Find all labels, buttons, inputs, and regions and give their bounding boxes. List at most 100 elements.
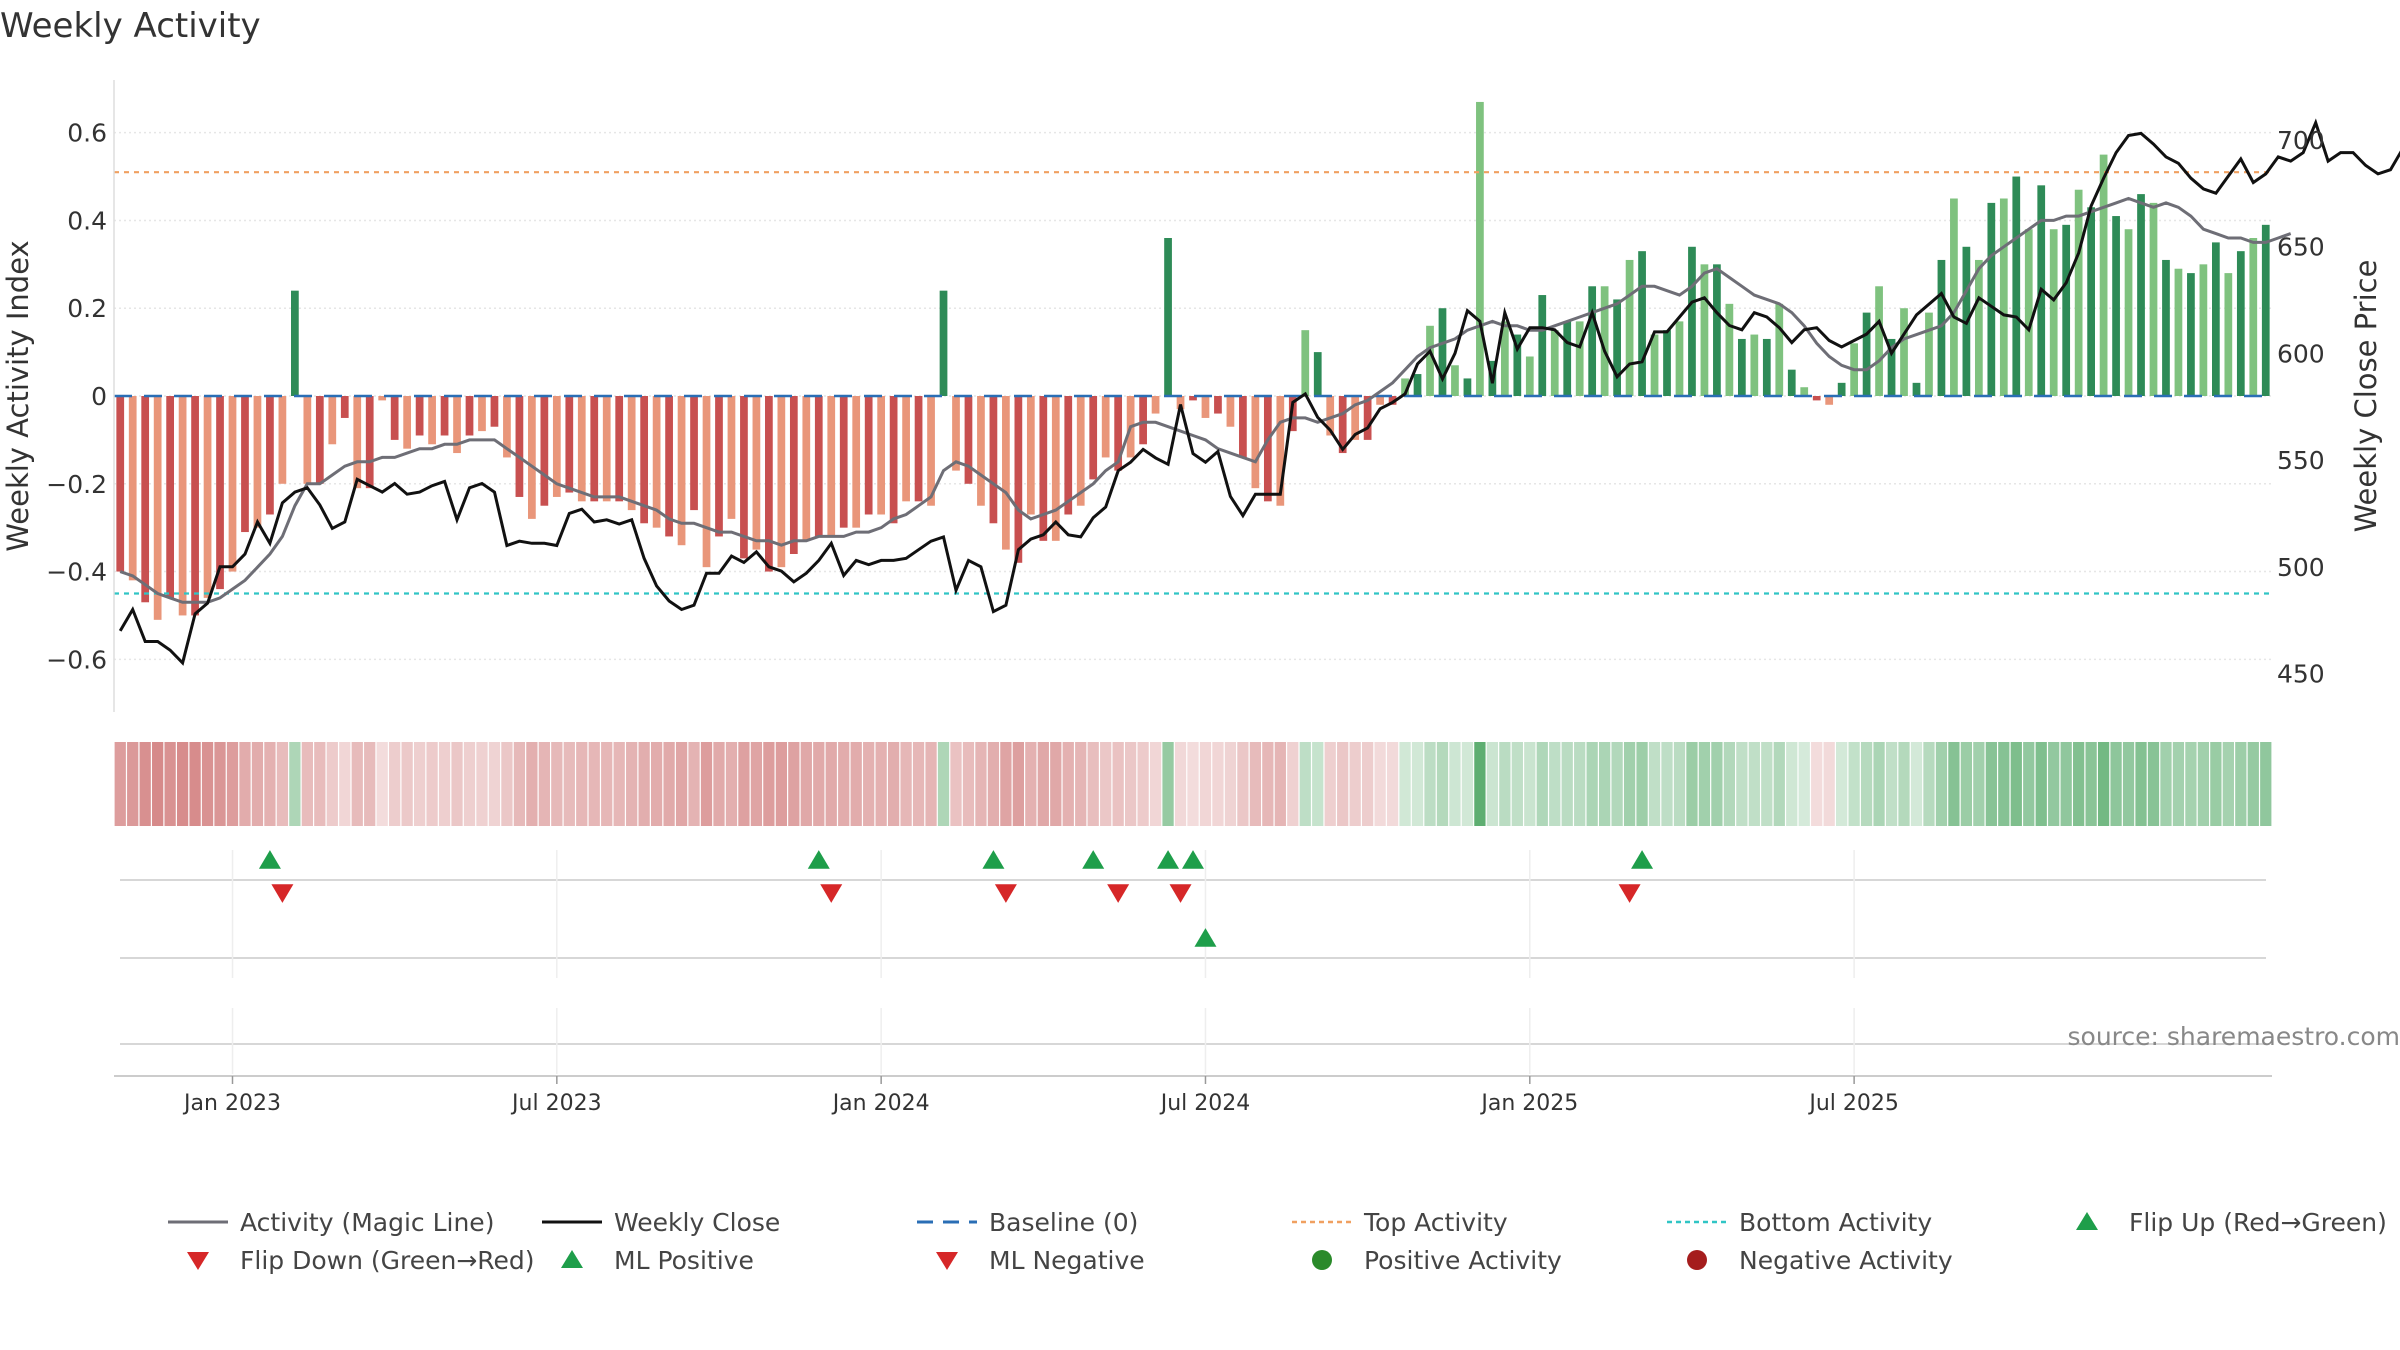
positive-activity-bar	[1600, 286, 1609, 396]
negative-activity-bar	[740, 396, 748, 559]
heat-cell	[1623, 742, 1636, 826]
heat-cell	[1012, 742, 1025, 826]
heat-cell	[850, 742, 862, 826]
legend-item: Positive Activity	[1290, 1242, 1562, 1278]
heat-cell	[887, 742, 900, 826]
heat-cell	[1985, 742, 1997, 826]
positive-activity-bar	[1663, 330, 1671, 396]
negative-activity-bar	[814, 396, 823, 537]
positive-activity-bar	[1451, 365, 1459, 396]
negative-activity-bar	[765, 396, 773, 572]
negative-activity-bar	[1263, 396, 1272, 502]
heat-cell	[152, 742, 164, 826]
negative-activity-bar	[1812, 396, 1821, 401]
heat-cell	[1349, 742, 1361, 826]
legend-label: Top Activity	[1364, 1207, 1508, 1237]
circle-red-icon	[1687, 1250, 1707, 1270]
heat-cell	[2222, 742, 2234, 826]
heat-cell	[1673, 742, 1686, 826]
heat-cell	[389, 742, 401, 826]
positive-activity-bar	[2174, 268, 2183, 396]
heat-cell	[264, 742, 276, 826]
heat-cell	[2085, 742, 2097, 826]
positive-activity-bar	[1463, 378, 1472, 396]
y-tick-label: 0.6	[67, 119, 107, 148]
flip-up-marker	[807, 850, 830, 869]
heat-cell	[2035, 742, 2047, 826]
positive-activity-bar	[1875, 286, 1883, 396]
y2-tick-label: 600	[2277, 339, 2325, 368]
source-annotation: source: sharemaestro.com	[2067, 1022, 2400, 1051]
x-axis: Jan 2023 Jul 2023 Jan 2024 Jul 2024 Jan 2025…	[114, 1075, 2272, 1116]
heat-cell	[1823, 742, 1835, 826]
heat-cell	[688, 742, 700, 826]
heat-cell	[825, 742, 837, 826]
negative-activity-bar	[1276, 396, 1285, 506]
heat-cell	[2235, 742, 2247, 826]
heat-cell	[1237, 742, 1249, 826]
negative-activity-bar	[802, 396, 811, 541]
heat-cell	[1811, 742, 1823, 826]
negative-activity-bar	[415, 396, 424, 436]
positive-activity-bar	[2087, 207, 2095, 396]
heat-cell	[987, 742, 1000, 826]
heat-cell	[276, 742, 289, 826]
circle-green-icon	[1312, 1250, 1332, 1270]
heat-cell	[127, 742, 139, 826]
heat-cell	[1898, 742, 1910, 826]
negative-activity-bar	[515, 396, 524, 497]
negative-activity-bar	[191, 396, 199, 616]
positive-activity-bar	[1538, 295, 1547, 396]
triangle-down-red-icon	[187, 1252, 209, 1270]
legend-label: ML Positive	[614, 1245, 754, 1275]
positive-activity-bar	[1862, 312, 1871, 396]
flip-up-marker	[258, 850, 281, 869]
positive-activity-bar	[2124, 229, 2133, 396]
heat-cell	[164, 742, 176, 826]
heat-cell	[1299, 742, 1311, 826]
positive-activity-bar	[1775, 303, 1784, 396]
x-tick-label: Jul 2024	[1159, 1091, 1251, 1116]
negative-activity-bar	[590, 396, 599, 502]
chart-title: Weekly Activity	[0, 6, 261, 46]
positive-activity-bar	[2137, 194, 2145, 396]
heat-cell	[1262, 742, 1274, 826]
heat-cell	[2122, 742, 2135, 826]
negative-activity-bar	[453, 396, 461, 454]
heat-cell	[638, 742, 650, 826]
positive-activity-bar	[1999, 198, 2008, 396]
negative-activity-bar	[1825, 396, 1834, 405]
negative-activity-bar	[178, 396, 187, 616]
positive-activity-bar	[1837, 382, 1846, 396]
negative-activity-bar	[565, 396, 574, 493]
heat-cell	[214, 742, 226, 826]
heat-cell	[1636, 742, 1648, 826]
heat-cell	[763, 742, 775, 826]
flip-up-marker	[982, 850, 1005, 869]
heat-cell	[463, 742, 476, 826]
heat-cell	[1935, 742, 1948, 826]
positive-activity-bar	[1925, 312, 1933, 396]
negative-activity-bar	[665, 396, 673, 537]
negative-activity-bar	[1189, 396, 1197, 401]
positive-activity-bar	[1413, 374, 1422, 396]
positive-activity-bar	[1476, 101, 1484, 396]
heat-cell	[1386, 742, 1399, 826]
legend-item: Flip Up (Red→Green)	[2055, 1204, 2387, 1240]
heat-cell	[1599, 742, 1611, 826]
positive-activity-bar	[1426, 325, 1434, 396]
y2-tick-label: 550	[2277, 446, 2325, 475]
heat-cell	[2048, 742, 2060, 826]
heat-cell	[326, 742, 338, 826]
heat-cell	[750, 742, 763, 826]
positive-activity-bar	[1513, 334, 1522, 396]
flip-up-marker	[1182, 850, 1204, 869]
heat-cell	[937, 742, 950, 826]
flip-down-marker	[820, 884, 843, 903]
heat-cell	[301, 742, 313, 826]
negative-activity-bar	[652, 396, 661, 528]
negative-activity-bar	[889, 396, 898, 524]
legend-item: ML Positive	[540, 1242, 754, 1278]
negative-activity-bar	[440, 396, 449, 436]
flip-down-marker	[1107, 884, 1130, 903]
